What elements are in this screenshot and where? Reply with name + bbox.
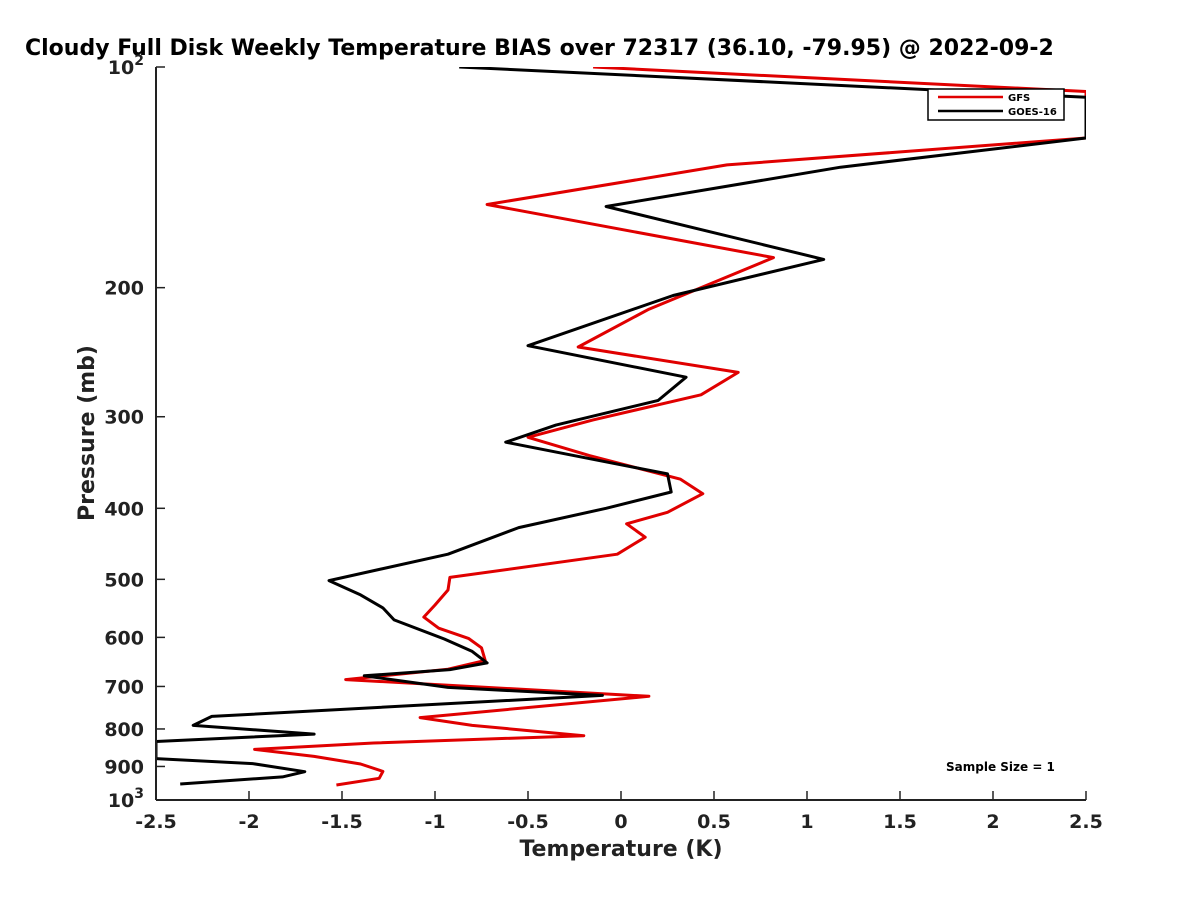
y-tick-label: 300: [104, 407, 144, 429]
y-tick-label: 500: [104, 569, 144, 591]
x-tick-label: 1.5: [883, 811, 917, 833]
y-tick-base: 10: [108, 57, 134, 79]
plot-area: [156, 67, 1086, 800]
x-tick-label: -1: [424, 811, 445, 833]
y-tick-label: 700: [104, 676, 144, 698]
chart-title: Cloudy Full Disk Weekly Temperature BIAS…: [25, 36, 1054, 61]
x-tick-label: -2.5: [135, 811, 177, 833]
y-axis-label: Pressure (mb): [75, 345, 100, 521]
series-line-goes16: [156, 67, 1086, 786]
x-tick-label: -1.5: [321, 811, 363, 833]
legend-box: [927, 88, 1065, 121]
y-tick-exponent: 2: [134, 53, 144, 69]
x-tick-label: -2: [238, 811, 259, 833]
y-tick-label: 600: [104, 627, 144, 649]
sample-size-annotation: Sample Size = 1: [946, 760, 1055, 774]
y-tick-label: 400: [104, 498, 144, 520]
series-line-gfs: [253, 67, 1086, 787]
x-axis-label: Temperature (K): [519, 837, 722, 862]
x-tick-label: -0.5: [507, 811, 549, 833]
x-tick-label: 1: [800, 811, 813, 833]
legend-label-goes16: GOES-16: [1008, 107, 1057, 118]
y-tick-base: 10: [108, 790, 134, 812]
y-tick-label: 900: [104, 756, 144, 778]
y-tick-label: 200: [104, 278, 144, 300]
series-layer: [156, 67, 1086, 787]
y-tick-label: 103: [108, 786, 144, 812]
y-tick-label: 102: [108, 53, 144, 79]
legend: GFS GOES-16: [927, 88, 1065, 121]
legend-label-gfs: GFS: [1008, 93, 1030, 104]
x-tick-label: 0: [614, 811, 627, 833]
x-ticks: -2.5 -2 -1.5 -1 -0.5 0 0.5 1 1.5 2 2.5: [135, 791, 1103, 833]
x-tick-label: 2.5: [1069, 811, 1103, 833]
x-tick-label: 0.5: [697, 811, 731, 833]
x-tick-label: 2: [986, 811, 999, 833]
y-tick-exponent: 3: [134, 786, 144, 802]
y-tick-label: 800: [104, 719, 144, 741]
